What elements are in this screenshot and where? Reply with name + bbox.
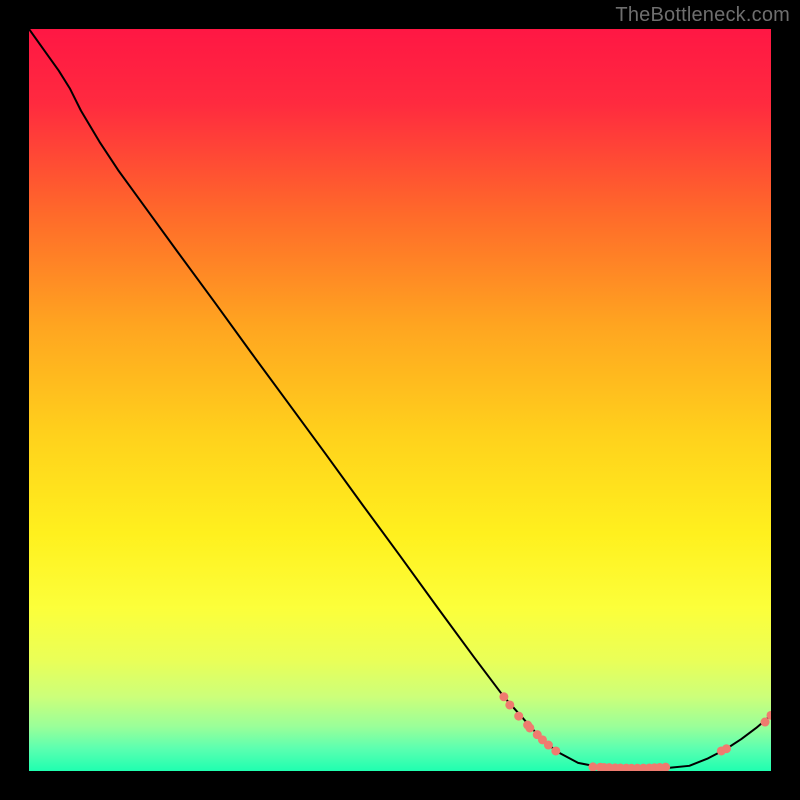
scatter-point [499,692,508,701]
scatter-point [544,741,553,750]
watermark-text: TheBottleneck.com [615,4,790,27]
scatter-point [505,700,514,709]
scatter-point [514,712,523,721]
scatter-point [722,744,731,753]
bottleneck-curve [29,29,771,769]
scatter-points [499,692,771,771]
chart-overlay [29,29,771,771]
scatter-point [551,746,560,755]
scatter-point [525,723,534,732]
scatter-point [661,763,670,771]
chart-plot-area [29,29,771,771]
